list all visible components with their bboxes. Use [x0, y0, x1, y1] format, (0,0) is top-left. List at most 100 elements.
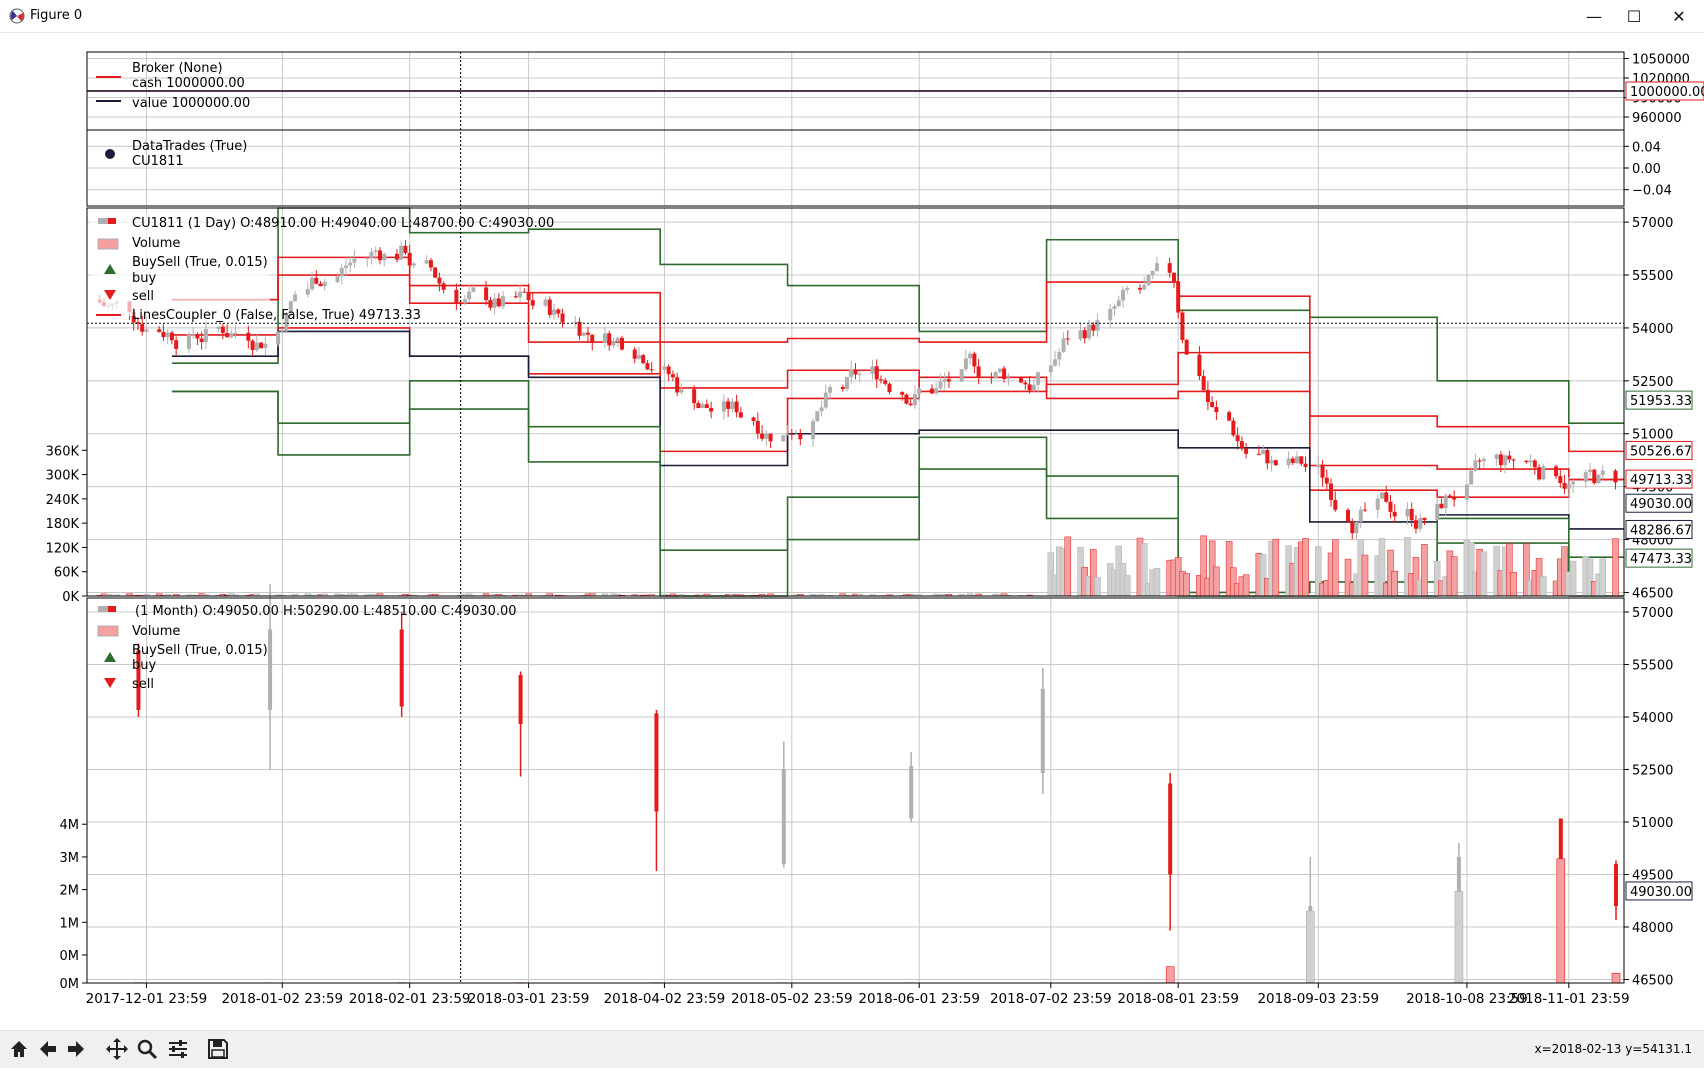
forward-button[interactable] — [63, 1036, 89, 1062]
daily-candle — [828, 387, 832, 393]
daily-candle — [561, 314, 565, 323]
daily-candle — [395, 254, 399, 260]
daily-candle — [1028, 384, 1032, 390]
close-button[interactable]: ✕ — [1656, 0, 1702, 32]
backtrader-plot[interactable]: 10500001020000990000960000Broker (None)c… — [0, 32, 1704, 1030]
y-tick-label: 1050000 — [1632, 53, 1690, 68]
maximize-button[interactable]: ☐ — [1611, 0, 1657, 32]
daily-candle — [174, 340, 178, 349]
daily-candle — [412, 264, 416, 266]
y-tick-label: 49500 — [1632, 869, 1673, 884]
volume-tick-label: 0M — [60, 949, 80, 964]
y-tick-label: 55500 — [1632, 659, 1673, 674]
daily-candle — [960, 369, 964, 381]
daily-volume-bar — [1362, 555, 1368, 596]
daily-candle — [1584, 472, 1588, 482]
daily-candle — [1325, 478, 1329, 484]
daily-candle — [336, 276, 340, 282]
pivot-r1-line — [172, 257, 1624, 451]
monthly-candle — [1041, 689, 1045, 773]
daily-candle — [645, 363, 649, 369]
pan-button[interactable] — [104, 1036, 130, 1062]
configure-button[interactable] — [165, 1036, 191, 1062]
daily-candle — [1176, 281, 1180, 312]
daily-candle — [1206, 390, 1210, 402]
daily-candle — [140, 324, 144, 332]
volume-tick-label: 0K — [62, 590, 79, 605]
daily-candle — [722, 401, 726, 411]
daily-candle — [620, 338, 624, 350]
daily-candle — [344, 266, 348, 268]
legend-buy: buy — [132, 271, 156, 286]
daily-candle — [900, 392, 904, 395]
daily-candle — [1533, 461, 1537, 468]
daily-volume-bar — [1273, 539, 1279, 596]
daily-candle — [947, 379, 951, 381]
daily-candle — [251, 341, 255, 350]
daily-candle — [1180, 312, 1184, 339]
y-tick-label: 46500 — [1632, 586, 1673, 601]
daily-candle — [1117, 300, 1121, 306]
legend-monthly-title: (1 Month) O:49050.00 H:50290.00 L:48510.… — [135, 604, 517, 619]
legend-volume: Volume — [132, 236, 180, 251]
daily-volume-bar — [1065, 537, 1071, 596]
legend-candle-swatch — [98, 606, 108, 612]
daily-candle — [161, 332, 165, 337]
daily-candle — [709, 408, 713, 412]
daily-candle — [760, 434, 764, 439]
daily-candle — [641, 355, 645, 363]
daily-candle — [1066, 338, 1070, 339]
daily-candle — [701, 404, 705, 408]
daily-candle — [1558, 476, 1562, 483]
daily-candle — [1036, 372, 1040, 385]
back-button[interactable] — [35, 1036, 61, 1062]
home-button[interactable] — [6, 1036, 32, 1062]
legend-sell-marker — [104, 678, 116, 688]
legend-volume-swatch — [98, 626, 118, 636]
daily-candle — [1388, 502, 1392, 512]
daily-candle — [611, 341, 615, 345]
daily-volume-bar — [1303, 538, 1309, 596]
y-tick-label: 55500 — [1632, 269, 1673, 284]
save-button[interactable] — [205, 1036, 231, 1062]
daily-candle — [204, 329, 208, 342]
daily-candle — [794, 434, 798, 435]
volume-tick-label: 60K — [54, 566, 80, 581]
daily-candle — [365, 258, 369, 259]
daily-candle — [1414, 520, 1418, 529]
daily-candle — [314, 278, 318, 284]
daily-candle — [633, 350, 637, 359]
daily-candle — [1512, 460, 1516, 461]
zoom-button[interactable] — [134, 1036, 160, 1062]
panel-frame — [87, 598, 1624, 983]
daily-candle — [429, 260, 433, 267]
daily-candle — [650, 369, 654, 370]
daily-candle — [854, 369, 858, 374]
daily-candle — [786, 434, 790, 435]
daily-candle — [1614, 471, 1618, 483]
daily-candle — [1304, 464, 1308, 467]
volume-tick-label: 4M — [60, 818, 80, 833]
daily-candle — [1091, 325, 1095, 331]
y-tick-label: 57000 — [1632, 606, 1673, 621]
y-tick-label: 51000 — [1632, 428, 1673, 443]
daily-candle — [1482, 459, 1486, 461]
daily-candle — [1499, 454, 1503, 465]
figure-canvas[interactable]: 10500001020000990000960000Broker (None)c… — [0, 32, 1704, 1030]
x-tick-label: 2018-09-03 23:59 — [1257, 991, 1379, 1007]
x-tick-label: 2018-03-01 23:59 — [468, 991, 590, 1007]
daily-candle — [229, 333, 233, 337]
daily-candle — [1588, 470, 1592, 472]
legend-buysell: BuySell (True, 0.015) — [132, 255, 268, 270]
daily-candle — [263, 344, 267, 348]
daily-candle — [887, 384, 891, 392]
last-value-label: 49030.00 — [1630, 497, 1692, 512]
legend-value: value 1000000.00 — [132, 96, 250, 111]
daily-candle — [603, 333, 607, 343]
daily-volume-bar — [1570, 561, 1576, 596]
daily-candle — [425, 260, 429, 263]
daily-candle — [1121, 290, 1125, 301]
daily-candle — [501, 296, 505, 306]
monthly-candle — [400, 630, 404, 707]
daily-candle — [998, 368, 1002, 372]
